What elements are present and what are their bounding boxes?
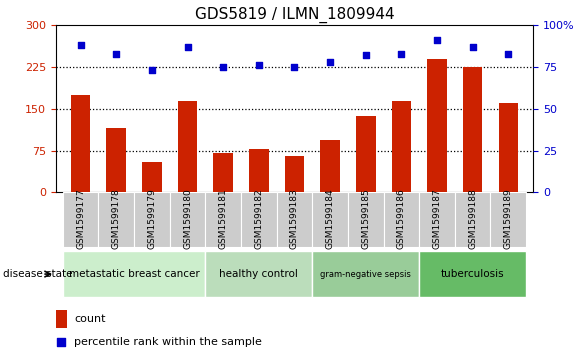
Bar bbox=[71, 95, 90, 192]
Bar bbox=[142, 162, 162, 192]
Text: GSM1599186: GSM1599186 bbox=[397, 188, 406, 249]
Text: GSM1599187: GSM1599187 bbox=[432, 188, 441, 249]
Text: GSM1599188: GSM1599188 bbox=[468, 188, 477, 249]
Bar bbox=[213, 154, 233, 192]
Text: healthy control: healthy control bbox=[219, 269, 298, 279]
Text: GSM1599181: GSM1599181 bbox=[219, 188, 228, 249]
FancyBboxPatch shape bbox=[205, 251, 312, 297]
Point bbox=[76, 42, 86, 48]
Text: GSM1599180: GSM1599180 bbox=[183, 188, 192, 249]
FancyBboxPatch shape bbox=[98, 192, 134, 247]
Text: GSM1599182: GSM1599182 bbox=[254, 188, 263, 249]
Text: GSM1599184: GSM1599184 bbox=[326, 188, 335, 249]
FancyBboxPatch shape bbox=[241, 192, 277, 247]
FancyBboxPatch shape bbox=[277, 192, 312, 247]
FancyBboxPatch shape bbox=[384, 192, 419, 247]
Bar bbox=[56, 310, 67, 328]
Point bbox=[183, 44, 192, 50]
Text: disease state: disease state bbox=[3, 269, 73, 279]
Point bbox=[57, 339, 66, 345]
FancyBboxPatch shape bbox=[455, 192, 490, 247]
FancyBboxPatch shape bbox=[419, 251, 526, 297]
Bar bbox=[499, 103, 518, 192]
Text: count: count bbox=[74, 314, 106, 324]
Bar bbox=[427, 59, 447, 192]
Bar bbox=[249, 149, 268, 192]
Bar bbox=[107, 129, 126, 192]
Point bbox=[147, 68, 156, 73]
Point bbox=[325, 59, 335, 65]
FancyBboxPatch shape bbox=[205, 192, 241, 247]
FancyBboxPatch shape bbox=[170, 192, 205, 247]
FancyBboxPatch shape bbox=[63, 192, 98, 247]
Bar bbox=[321, 139, 340, 192]
Text: gram-negative sepsis: gram-negative sepsis bbox=[321, 270, 411, 278]
Bar bbox=[285, 156, 304, 192]
Text: metastatic breast cancer: metastatic breast cancer bbox=[69, 269, 199, 279]
Text: GSM1599178: GSM1599178 bbox=[112, 188, 121, 249]
Point bbox=[432, 37, 442, 43]
Text: GSM1599177: GSM1599177 bbox=[76, 188, 85, 249]
Point bbox=[397, 51, 406, 57]
Bar bbox=[391, 101, 411, 192]
Point bbox=[361, 53, 370, 58]
FancyBboxPatch shape bbox=[348, 192, 384, 247]
Title: GDS5819 / ILMN_1809944: GDS5819 / ILMN_1809944 bbox=[195, 7, 394, 23]
Point bbox=[468, 44, 478, 50]
Point bbox=[111, 51, 121, 57]
FancyBboxPatch shape bbox=[63, 251, 205, 297]
Point bbox=[219, 64, 228, 70]
FancyBboxPatch shape bbox=[312, 251, 419, 297]
FancyBboxPatch shape bbox=[490, 192, 526, 247]
Text: GSM1599189: GSM1599189 bbox=[504, 188, 513, 249]
Point bbox=[254, 62, 264, 68]
Text: GSM1599179: GSM1599179 bbox=[148, 188, 156, 249]
Bar bbox=[463, 67, 482, 192]
FancyBboxPatch shape bbox=[419, 192, 455, 247]
FancyBboxPatch shape bbox=[134, 192, 170, 247]
Text: tuberculosis: tuberculosis bbox=[441, 269, 505, 279]
Point bbox=[503, 51, 513, 57]
FancyBboxPatch shape bbox=[312, 192, 348, 247]
Point bbox=[290, 64, 299, 70]
Text: GSM1599183: GSM1599183 bbox=[290, 188, 299, 249]
Bar bbox=[356, 115, 376, 192]
Text: percentile rank within the sample: percentile rank within the sample bbox=[74, 337, 262, 347]
Text: GSM1599185: GSM1599185 bbox=[361, 188, 370, 249]
Bar bbox=[178, 101, 197, 192]
